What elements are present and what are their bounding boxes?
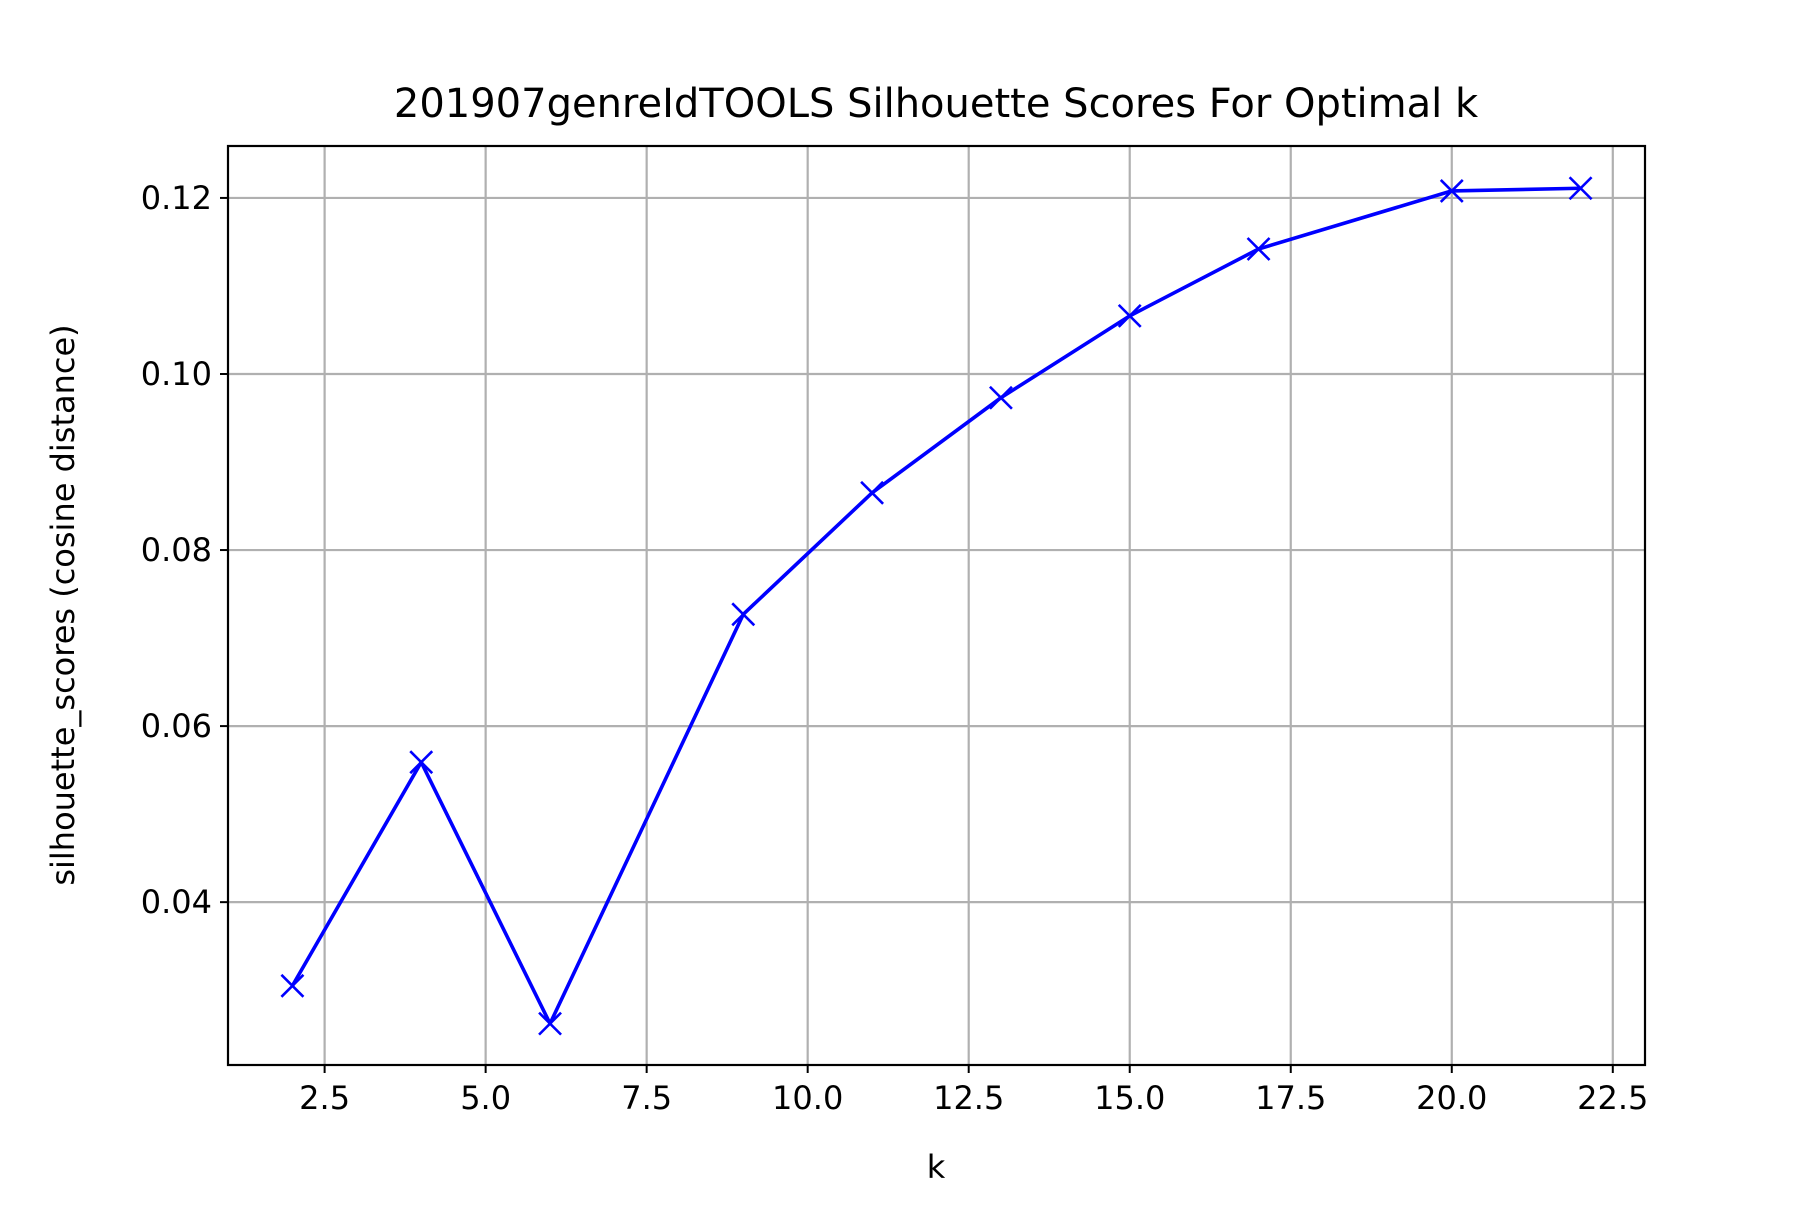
x-tick-label: 2.5 <box>299 1079 350 1117</box>
ticks: 2.5 5.0 7.5 10.0 12.5 15.0 17.5 20.0 22.5 0.04 0.0… <box>141 179 1649 1117</box>
y-tick-label: 0.06 <box>141 707 212 745</box>
x-tick-label: 12.5 <box>933 1079 1004 1117</box>
data-point-marker <box>1568 176 1593 201</box>
series-line <box>290 186 1581 1026</box>
chart-title: 201907genreIdTOOLS Silhouette Scores For… <box>394 81 1479 127</box>
plot-frame <box>226 144 1647 1067</box>
y-tick-label: 0.04 <box>141 883 212 921</box>
x-tick-label: 15.0 <box>1094 1079 1165 1117</box>
x-tick-label: 10.0 <box>772 1079 843 1117</box>
y-tick-label: 0.10 <box>141 355 212 393</box>
y-tick-label: 0.12 <box>141 179 212 217</box>
data-point-marker <box>860 480 885 505</box>
y-axis-label: silhouette_scores (cosine distance) <box>44 324 82 885</box>
x-tick-label: 5.0 <box>460 1079 511 1117</box>
x-axis-label: k <box>927 1148 946 1186</box>
data-point-marker <box>538 1011 562 1036</box>
x-tick-label: 20.0 <box>1416 1079 1487 1117</box>
data-point-marker <box>1117 303 1142 328</box>
grid <box>228 146 1645 1065</box>
data-point-marker <box>280 973 305 998</box>
x-tick-label: 7.5 <box>621 1079 672 1117</box>
data-point-marker <box>409 750 434 775</box>
data-point-marker <box>1439 178 1464 203</box>
data-point-marker <box>731 602 756 627</box>
series-layer <box>280 176 1593 1036</box>
x-tick-label: 22.5 <box>1577 1079 1648 1117</box>
data-point-marker <box>1246 237 1271 261</box>
data-point-marker <box>988 385 1013 410</box>
x-tick-label: 17.5 <box>1255 1079 1326 1117</box>
y-tick-label: 0.08 <box>141 531 212 569</box>
